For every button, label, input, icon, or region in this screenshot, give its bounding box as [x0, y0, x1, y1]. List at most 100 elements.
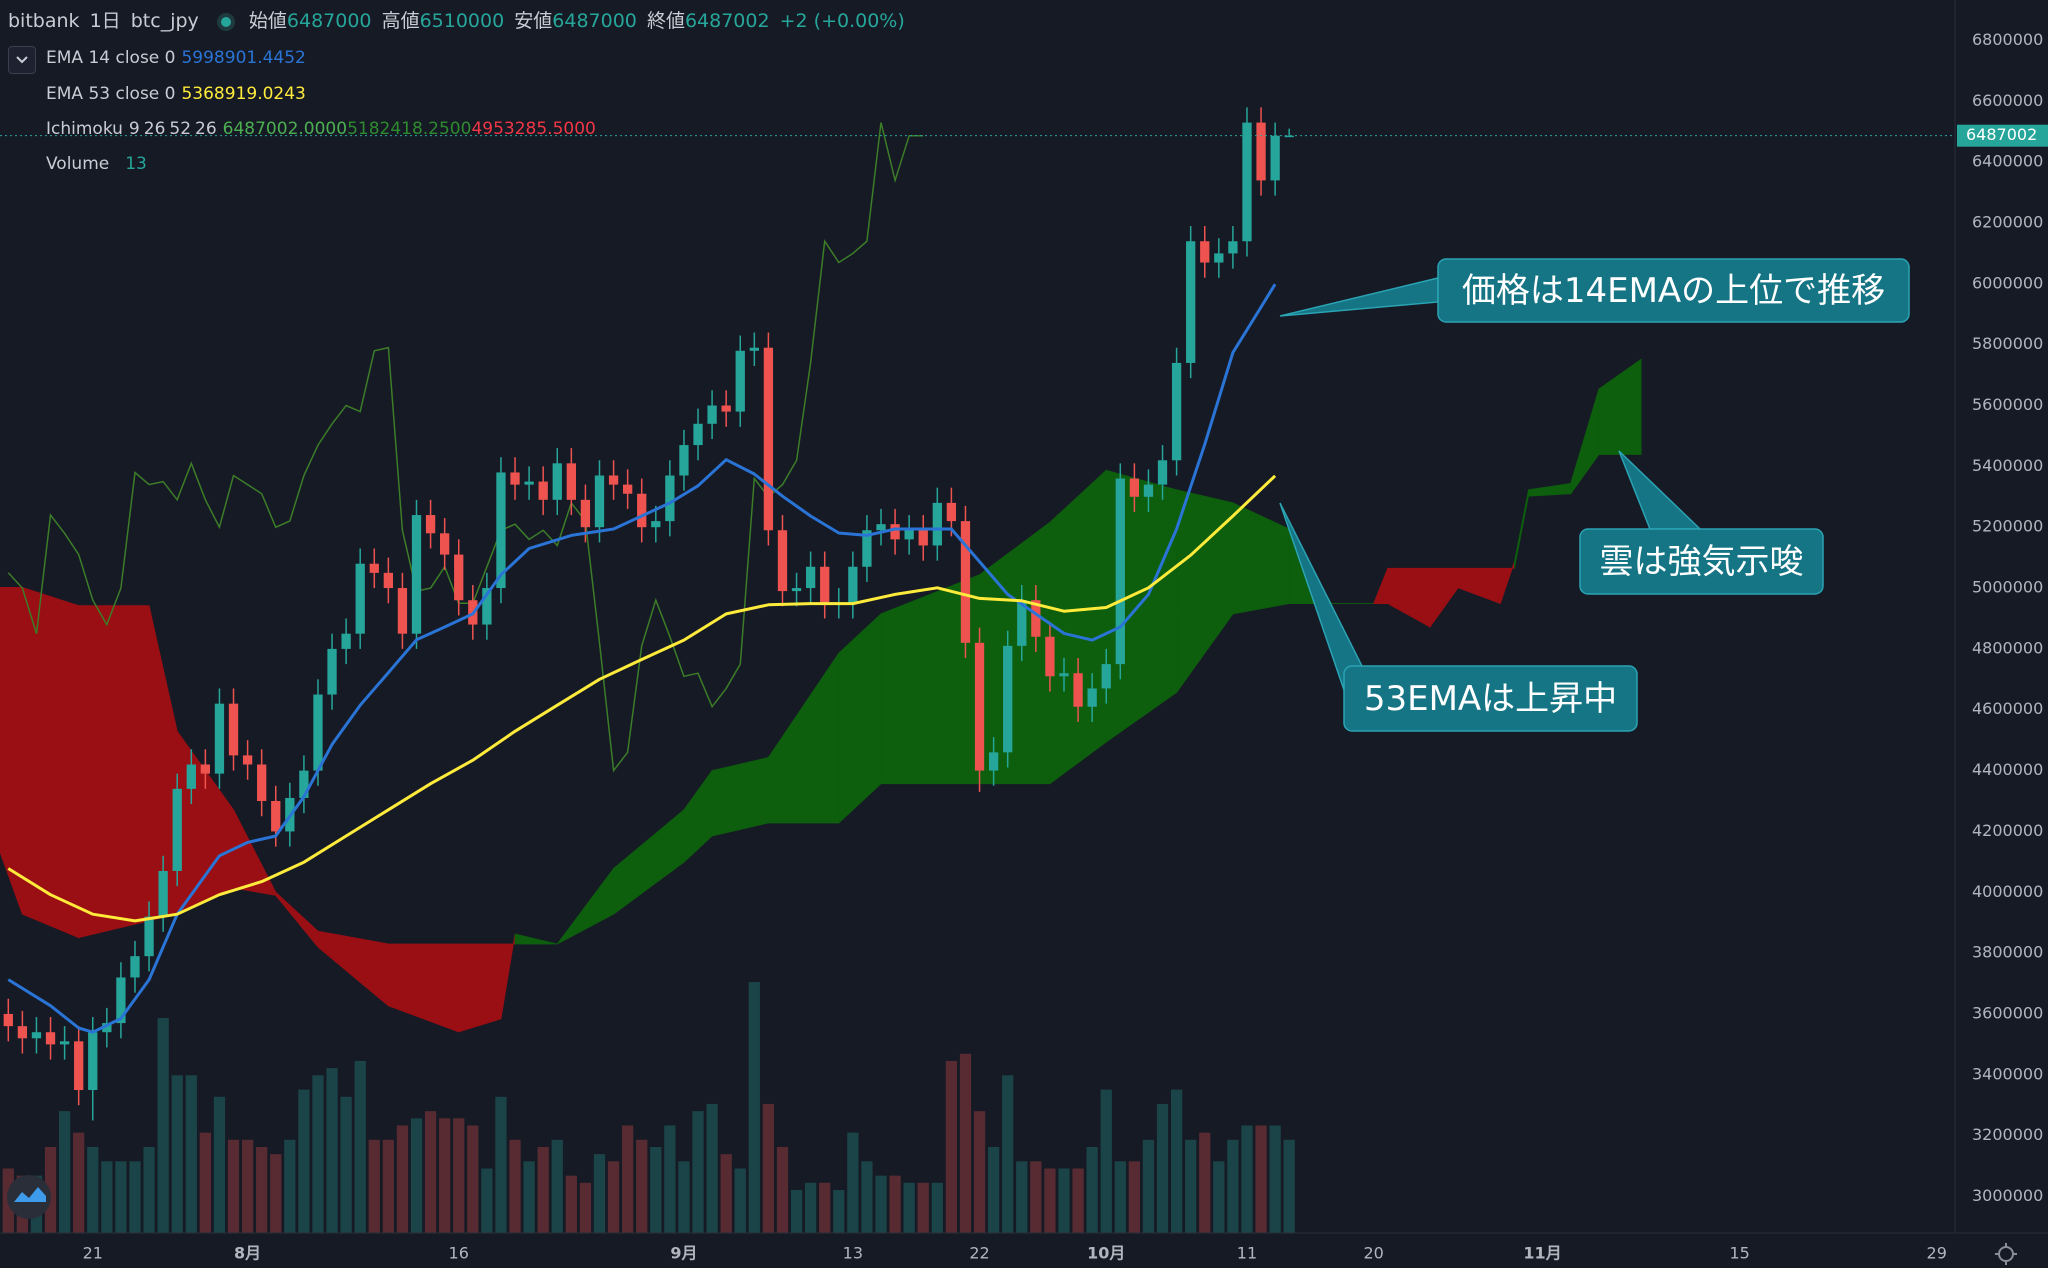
- candle-body: [904, 530, 914, 540]
- x-tick-label: 8月: [234, 1244, 261, 1263]
- candle-body: [946, 502, 957, 522]
- logo[interactable]: [7, 1175, 51, 1219]
- candle-body: [988, 752, 999, 771]
- volume-bar: [241, 1139, 254, 1233]
- candle-body: [116, 977, 126, 1024]
- volume-bar: [298, 1089, 310, 1233]
- candle-body: [200, 764, 211, 774]
- change: +2 (+0.00%): [779, 10, 905, 32]
- volume-bar: [523, 1161, 535, 1233]
- legend-name: EMA 53 close 0: [46, 84, 176, 104]
- candle-body: [74, 1041, 84, 1091]
- x-tick-label: 13: [843, 1244, 863, 1263]
- y-tick-label: 6600000: [1972, 91, 2043, 110]
- volume-bar: [917, 1182, 929, 1233]
- x-tick-label: 22: [969, 1244, 989, 1263]
- cloud-segment: [514, 933, 558, 945]
- legend-param: 26: [195, 119, 217, 139]
- volume-bar: [1213, 1161, 1225, 1233]
- y-tick-label: 5600000: [1972, 395, 2043, 414]
- settings-icon[interactable]: [1995, 1243, 2017, 1265]
- candle-body: [1214, 253, 1224, 263]
- y-tick-label: 3200000: [1972, 1125, 2043, 1144]
- candle-body: [918, 530, 928, 546]
- candle-body: [805, 566, 816, 589]
- price-label-bg: [1957, 124, 2048, 147]
- chevron: [16, 56, 28, 64]
- candle-body: [1228, 241, 1238, 254]
- y-tick-label: 6800000: [1972, 30, 2043, 49]
- candle-body: [88, 1032, 98, 1091]
- legend-toggle[interactable]: [8, 46, 36, 74]
- volume-bar: [326, 1068, 338, 1233]
- legend-param: 26: [143, 119, 166, 139]
- legend-row[interactable]: EMA 53 close 0 5368919.0243: [46, 84, 312, 104]
- volume-bar: [748, 982, 760, 1233]
- candle-body: [425, 515, 436, 534]
- volume-bar: [1002, 1075, 1014, 1233]
- symbol[interactable]: bitbank: [8, 10, 80, 32]
- callout-text: 53EMAは上昇中: [1364, 679, 1617, 719]
- candle-body: [1186, 241, 1196, 363]
- volume-bar: [734, 1168, 746, 1233]
- legend-row[interactable]: Volume 13: [46, 154, 153, 174]
- candle-body: [777, 530, 788, 592]
- candle-body: [1143, 484, 1154, 497]
- candle-body: [172, 788, 182, 871]
- volume-bar: [678, 1161, 690, 1233]
- volume-bar: [354, 1060, 366, 1233]
- callout-text: 価格は14EMAの上位で推移: [1462, 271, 1885, 311]
- candle-body: [1200, 241, 1210, 263]
- candle-body: [59, 1041, 70, 1045]
- candle-body: [974, 642, 985, 771]
- volume-bar: [1255, 1125, 1267, 1233]
- candle-body: [17, 1026, 28, 1039]
- volume-bar: [720, 1154, 732, 1233]
- ohlc-label: 始値: [248, 10, 287, 32]
- legend-row[interactable]: Ichimoku 9 26 52 26 6487002.00005182418.25004…: [46, 119, 602, 139]
- legend-row[interactable]: EMA 14 close 0 5998901.4452: [46, 48, 312, 68]
- y-tick-label: 4000000: [1972, 882, 2043, 901]
- volume-bar: [664, 1125, 676, 1233]
- y-tick-label: 3400000: [1972, 1064, 2043, 1083]
- volume-bar: [903, 1182, 915, 1233]
- volume-bar: [115, 1161, 127, 1233]
- ema-line: [7, 474, 1277, 923]
- candle-body: [102, 1023, 112, 1033]
- symbol-header: bitbank 1日 btc_jpy 始値6487000 高値6510000 安…: [8, 6, 909, 33]
- candle-body: [665, 475, 675, 522]
- candle-body: [144, 916, 154, 957]
- candle-body: [3, 1013, 13, 1027]
- volume-bar: [1044, 1168, 1056, 1233]
- cloud-segment: [1598, 358, 1642, 455]
- candle-body: [482, 588, 492, 625]
- volume-bar: [636, 1139, 648, 1233]
- pair: btc_jpy: [130, 10, 199, 32]
- x-tick-label: 10月: [1087, 1244, 1125, 1263]
- legend-value: 5368919.0243: [181, 84, 306, 104]
- volume-bar: [410, 1118, 423, 1233]
- candle-body: [510, 472, 520, 485]
- candle-body: [299, 770, 309, 798]
- candle-body: [763, 347, 774, 531]
- volume-bar: [1199, 1132, 1211, 1233]
- x-tick-label: 15: [1729, 1244, 1749, 1263]
- candle-body: [749, 347, 759, 351]
- volume-bar: [213, 1096, 226, 1233]
- volume-bar: [1072, 1168, 1084, 1233]
- y-tick-label: 4800000: [1972, 638, 2043, 657]
- callout-text: 雲は強気示唆: [1600, 542, 1804, 582]
- cloud-segment: [458, 943, 502, 1033]
- volume-bar: [453, 1118, 465, 1233]
- volume-bar: [439, 1118, 451, 1233]
- interval[interactable]: 1日: [89, 10, 121, 32]
- legend-name: EMA 14 close 0: [46, 48, 176, 68]
- volume-bar: [424, 1111, 437, 1233]
- volume-bar: [776, 1146, 789, 1233]
- callout-box: [1437, 258, 1910, 323]
- y-tick-label: 5400000: [1972, 456, 2043, 475]
- cloud-segment: [78, 605, 150, 939]
- callout-box: [1343, 665, 1638, 732]
- y-tick-label: 5200000: [1972, 517, 2043, 536]
